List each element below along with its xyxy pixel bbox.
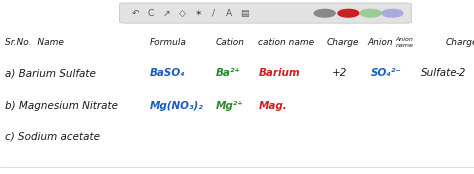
Text: a) Barium Sulfate: a) Barium Sulfate [5, 68, 96, 78]
FancyBboxPatch shape [119, 3, 411, 23]
Text: Charge: Charge [446, 38, 474, 47]
Text: Anion
name: Anion name [396, 37, 414, 48]
Text: Charge: Charge [327, 38, 360, 47]
Text: Formula: Formula [149, 38, 186, 47]
Circle shape [382, 9, 403, 17]
Circle shape [360, 9, 381, 17]
Text: Ba²⁺: Ba²⁺ [216, 68, 240, 78]
Text: ✶: ✶ [194, 9, 201, 18]
Text: c) Sodium acetate: c) Sodium acetate [5, 132, 100, 142]
Text: Barium: Barium [258, 68, 300, 78]
Text: Mg²⁺: Mg²⁺ [216, 101, 244, 111]
Text: ◇: ◇ [179, 9, 185, 18]
Text: b) Magnesium Nitrate: b) Magnesium Nitrate [5, 101, 118, 111]
Text: ↗: ↗ [163, 9, 170, 18]
Text: Sulfate: Sulfate [421, 68, 457, 78]
Text: A: A [226, 9, 232, 18]
Text: ↶: ↶ [131, 9, 139, 18]
Text: ▤: ▤ [240, 9, 249, 18]
Text: C: C [147, 9, 154, 18]
Circle shape [314, 9, 335, 17]
Text: cation name: cation name [258, 38, 314, 47]
Text: /: / [212, 9, 215, 18]
Text: Anion: Anion [367, 38, 393, 47]
Text: SO₄²⁻: SO₄²⁻ [371, 68, 402, 78]
Text: Mag.: Mag. [258, 101, 287, 111]
Text: BaSO₄: BaSO₄ [149, 68, 185, 78]
Text: +2: +2 [332, 68, 347, 78]
Text: Cation: Cation [216, 38, 245, 47]
Text: Mg(NO₃)₂: Mg(NO₃)₂ [149, 101, 203, 111]
Text: Sr.No.  Name: Sr.No. Name [5, 38, 64, 47]
Text: -2: -2 [456, 68, 466, 78]
Circle shape [338, 9, 359, 17]
